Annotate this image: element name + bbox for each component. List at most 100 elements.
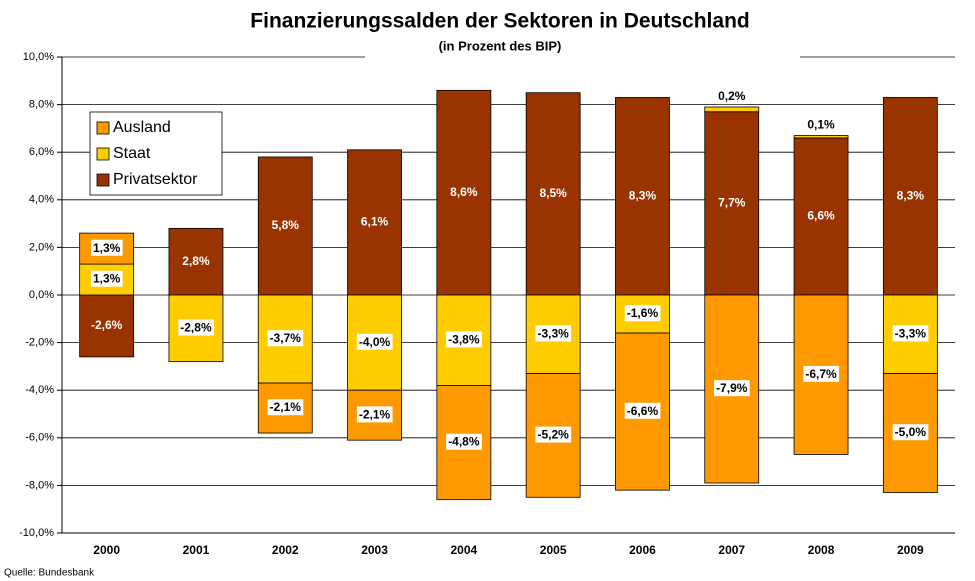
data-label-text: -4,0% xyxy=(359,335,391,349)
data-label: 6,1% xyxy=(361,215,389,229)
data-label-text: 8,6% xyxy=(450,185,478,199)
x-tick-label: 2005 xyxy=(540,543,567,557)
data-label-background xyxy=(535,426,572,443)
y-tick-label: -8,0% xyxy=(25,479,54,491)
data-label-text: -2,8% xyxy=(180,320,212,334)
data-label: 7,7% xyxy=(718,196,746,210)
data-label-text: -6,6% xyxy=(627,404,659,418)
bar-segment xyxy=(793,294,849,455)
data-label: 1,3% xyxy=(90,270,123,287)
data-label: 0,2% xyxy=(716,88,748,105)
bar-segment xyxy=(704,106,760,113)
x-tick-label: 2003 xyxy=(361,543,388,557)
data-label-text: 0,2% xyxy=(718,89,746,103)
source: Quelle: Bundesbank xyxy=(4,568,95,579)
data-label-text: 6,6% xyxy=(807,209,835,223)
data-label-background xyxy=(805,116,838,133)
data-label-text: -5,0% xyxy=(895,425,927,439)
data-label: -5,2% xyxy=(535,426,572,443)
data-label: -2,1% xyxy=(356,406,393,423)
data-label-text: -6,7% xyxy=(805,367,837,381)
legend-label: Ausland xyxy=(113,119,171,136)
legend-box xyxy=(89,111,223,196)
y-tick-label: 10,0% xyxy=(23,51,54,63)
data-label: -2,8% xyxy=(178,319,214,336)
bar-segment xyxy=(168,227,224,296)
data-label-text: -7,9% xyxy=(716,381,748,395)
x-tick-label: 2004 xyxy=(450,543,477,557)
x-tick-label: 2006 xyxy=(629,543,656,557)
data-label-text: 8,5% xyxy=(539,186,567,200)
legend-swatch xyxy=(96,147,110,161)
data-label-text: -3,8% xyxy=(448,332,480,346)
data-label: -2,1% xyxy=(267,399,304,416)
data-label: -7,9% xyxy=(714,380,750,397)
data-label-background xyxy=(90,239,123,256)
x-tick-label: 2001 xyxy=(183,543,210,557)
data-label-background xyxy=(803,365,840,382)
x-tick-label: 2008 xyxy=(808,543,835,557)
bar-segment xyxy=(615,97,670,296)
y-tick-label: 6,0% xyxy=(29,146,54,158)
y-tick-label: 2,0% xyxy=(29,241,54,253)
x-tick-label: 2009 xyxy=(897,543,924,557)
data-label: 6,6% xyxy=(807,209,835,223)
data-label-background xyxy=(714,380,750,397)
data-label-text: -2,1% xyxy=(359,407,391,421)
data-label: -2,6% xyxy=(91,318,123,332)
legend-swatch xyxy=(96,173,110,187)
legend-label: Staat xyxy=(113,145,151,162)
data-label: -5,0% xyxy=(892,424,929,441)
data-label-text: -5,2% xyxy=(537,428,569,442)
data-label-text: -2,6% xyxy=(91,318,123,332)
data-label-text: -2,1% xyxy=(270,400,302,414)
data-label-text: 0,1% xyxy=(807,118,835,132)
data-label: -4,8% xyxy=(446,433,482,450)
data-label-text: 7,7% xyxy=(718,196,746,210)
data-label-text: 2,8% xyxy=(182,254,210,268)
data-label: -3,7% xyxy=(267,330,304,347)
y-tick-label: 4,0% xyxy=(29,194,54,206)
data-label-text: -3,3% xyxy=(537,326,569,340)
bar-segment xyxy=(347,149,402,296)
data-label: -3,3% xyxy=(892,325,929,342)
y-tick-label: 0,0% xyxy=(29,289,54,301)
bar-segment xyxy=(79,294,135,358)
data-label: -1,6% xyxy=(624,305,661,322)
title-background xyxy=(365,0,800,68)
bar-segment xyxy=(257,156,313,296)
data-label-text: -3,3% xyxy=(895,326,927,340)
data-label-text: 8,3% xyxy=(897,188,925,202)
data-label-background xyxy=(624,305,661,322)
data-label-text: 5,8% xyxy=(272,218,300,232)
y-tick-label: 8,0% xyxy=(29,99,54,111)
bar-segment xyxy=(704,111,760,296)
data-label: 5,8% xyxy=(272,218,300,232)
bar-segment xyxy=(168,294,224,363)
data-label: 0,1% xyxy=(805,116,838,133)
data-label: 1,3% xyxy=(90,239,123,256)
data-label-background xyxy=(892,325,929,342)
data-label: 8,3% xyxy=(897,188,925,202)
bar-segment xyxy=(436,89,492,296)
x-tick-label: 2002 xyxy=(272,543,299,557)
data-label-background xyxy=(267,330,304,347)
data-label-text: -4,8% xyxy=(448,435,480,449)
data-label: -4,0% xyxy=(356,333,393,350)
x-tick-label: 2007 xyxy=(718,543,745,557)
bar-segment xyxy=(882,97,938,296)
y-tick-label: -2,0% xyxy=(25,337,54,349)
bar-segment xyxy=(793,135,849,139)
data-label: -3,3% xyxy=(535,325,572,342)
data-label: 8,3% xyxy=(629,188,657,202)
data-label: -6,7% xyxy=(803,365,840,382)
data-label-text: 1,3% xyxy=(93,272,121,286)
y-tick-label: -6,0% xyxy=(25,432,54,444)
data-label: 8,6% xyxy=(450,185,478,199)
data-label-background xyxy=(178,319,214,336)
data-label-text: 8,3% xyxy=(629,188,657,202)
data-label-background xyxy=(446,433,482,450)
data-label-background xyxy=(716,88,748,105)
data-label-background xyxy=(535,325,572,342)
